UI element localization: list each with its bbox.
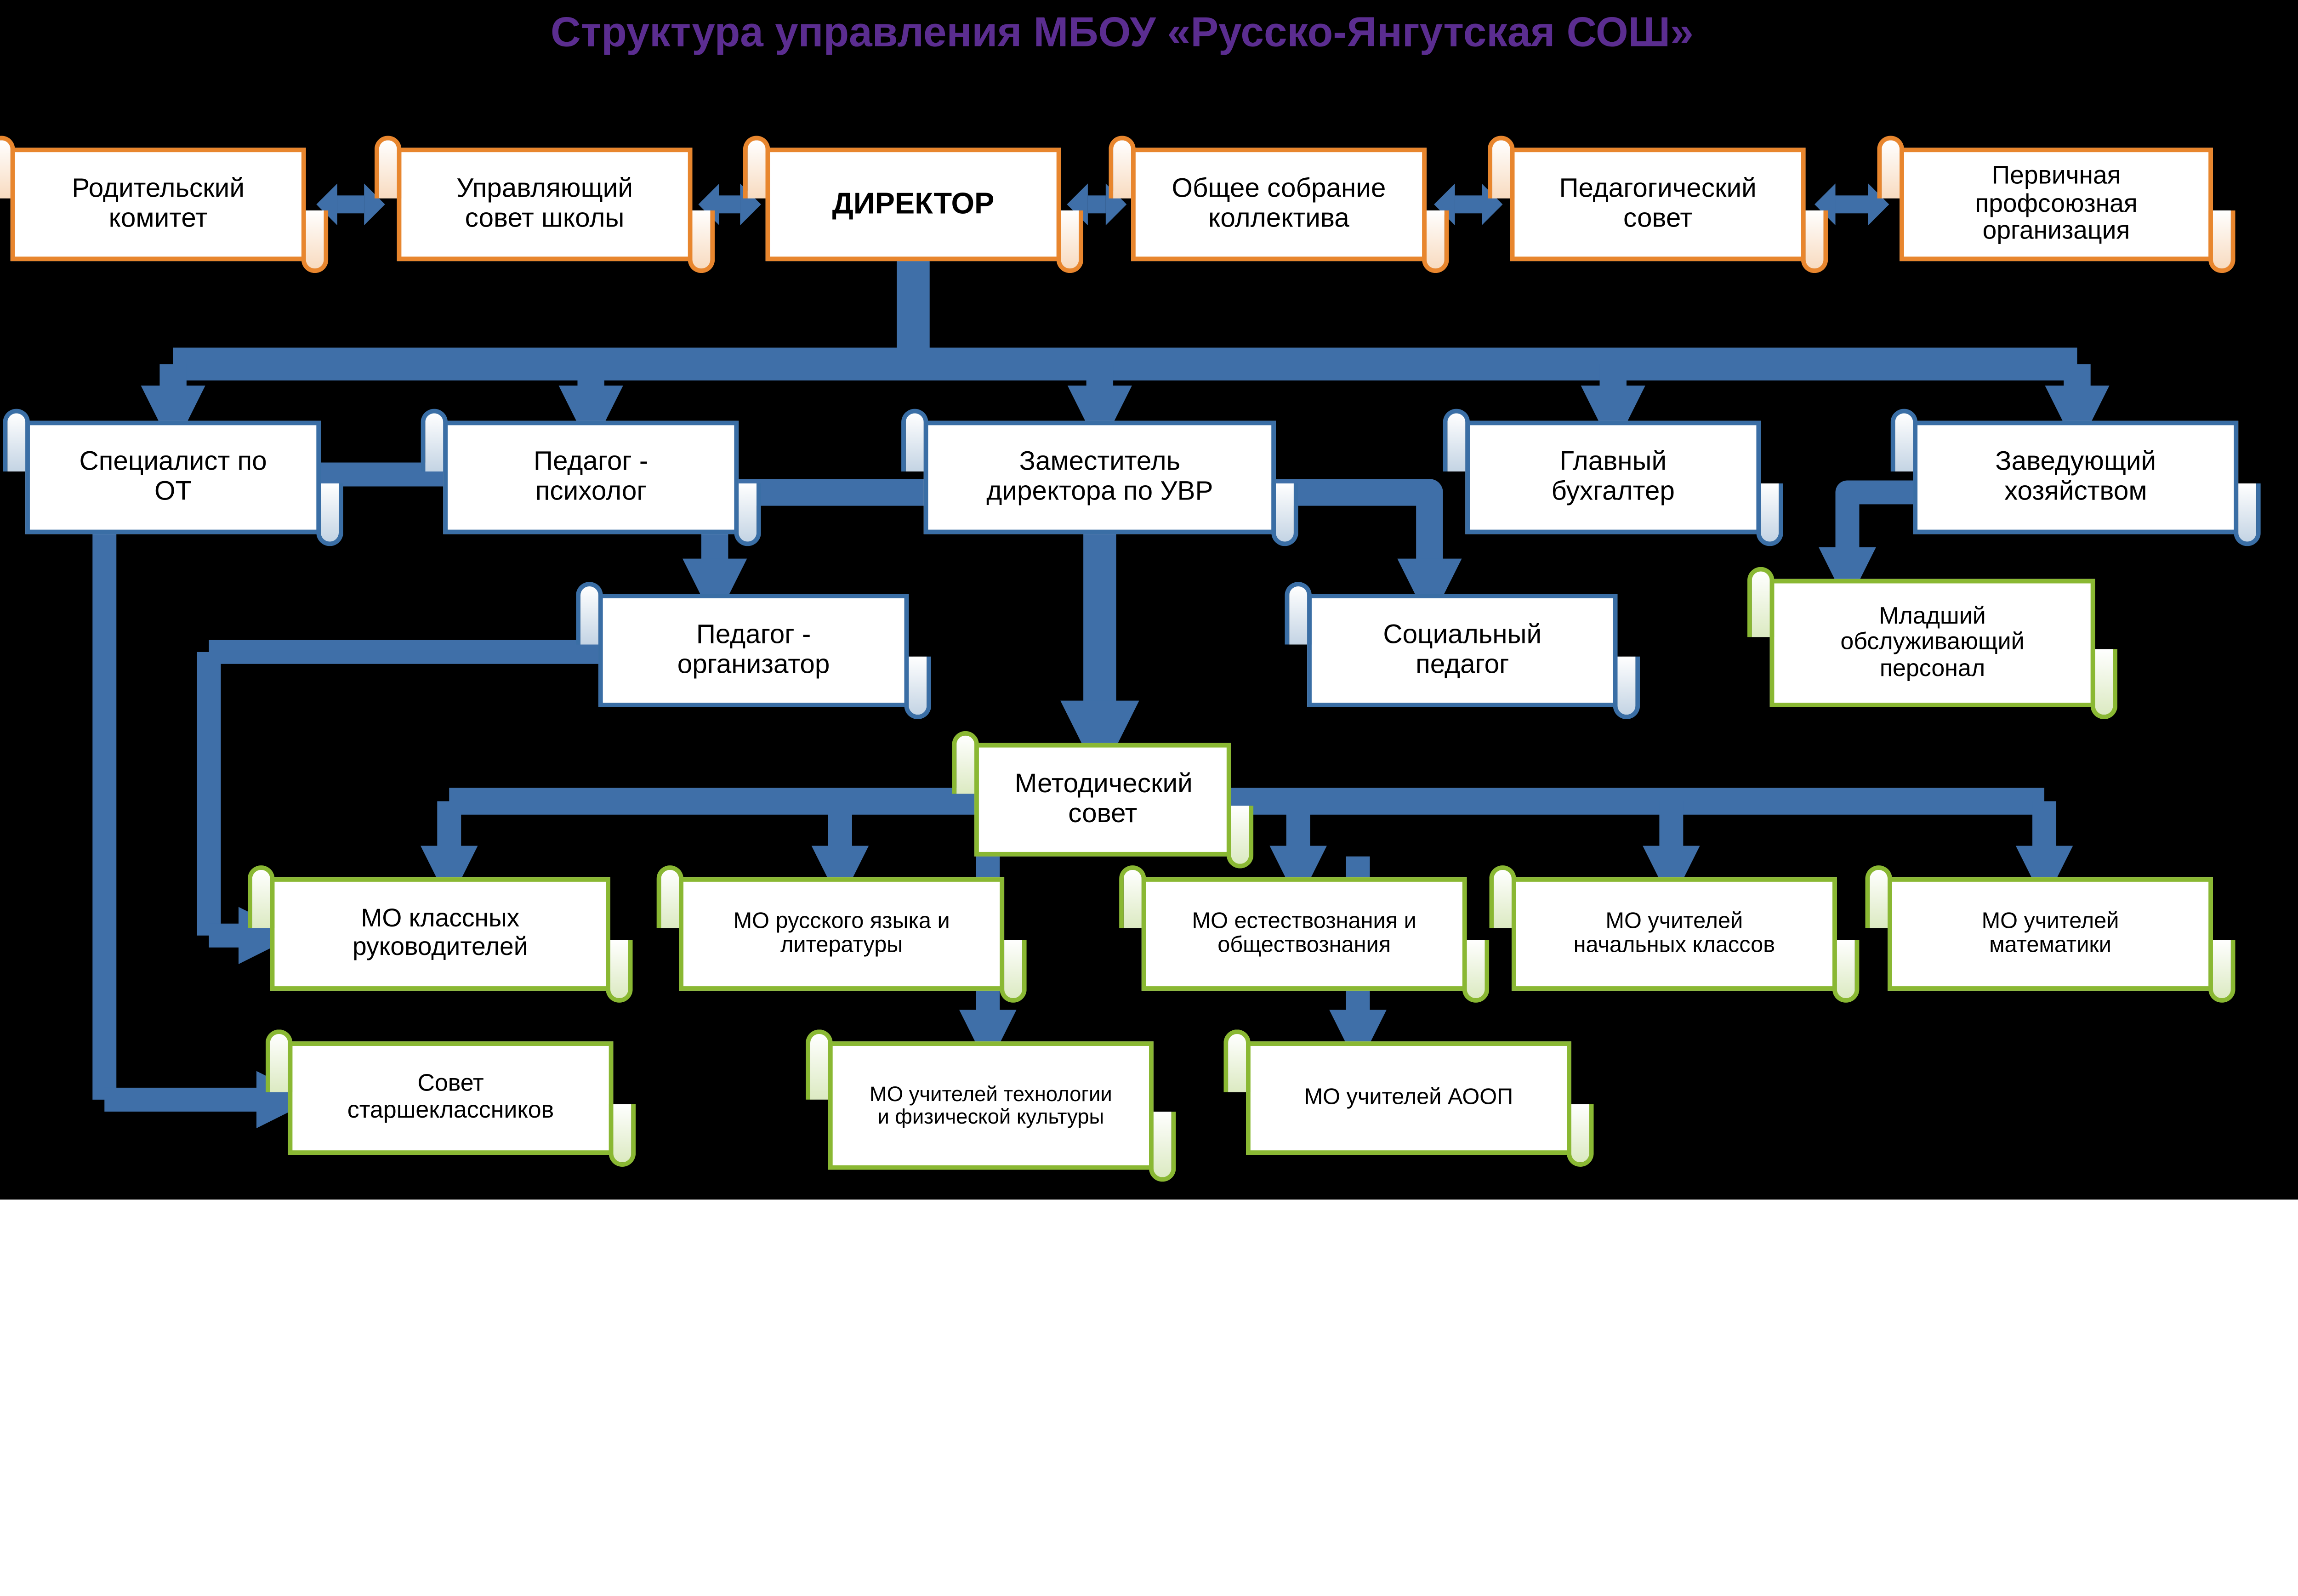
scroll-curl	[1422, 210, 1449, 273]
scroll-curl	[1877, 136, 1904, 198]
node-label: Младший обслуживающий персонал	[1810, 604, 2054, 682]
node-label: МО классных руководителей	[310, 906, 570, 962]
node-label: Родительский комитет	[51, 175, 266, 234]
org-chart-canvas: Структура управления МБОУ «Русско-Янгутс…	[0, 0, 2298, 1199]
scroll-curl	[606, 940, 632, 1002]
scroll-curl	[743, 136, 770, 198]
node-method_council: Методический совет	[974, 743, 1231, 857]
scroll-curl	[1285, 582, 1311, 644]
scroll-curl	[657, 865, 683, 928]
scroll-curl	[1747, 567, 1774, 637]
scroll-curl	[1223, 1029, 1250, 1092]
node-deputy_uvr: Заместитель директора по УВР	[924, 421, 1276, 534]
scroll-curl	[1865, 865, 1892, 928]
scroll-curl	[248, 865, 274, 928]
node-label: Педагогический совет	[1550, 175, 1765, 234]
scroll-curl	[904, 657, 931, 719]
node-mo_primary: МО учителей начальных классов	[1512, 877, 1837, 991]
node-label: Методический совет	[1015, 770, 1191, 829]
node-chief_accountant: Главный бухгалтер	[1465, 421, 1761, 534]
scroll-curl	[952, 731, 978, 794]
node-label: Специалист по ОТ	[66, 448, 281, 507]
node-mo_math: МО учителей математики	[1888, 877, 2213, 991]
scroll-curl	[266, 1029, 292, 1092]
node-trade_union: Первичная профсоюзная организация	[1900, 148, 2213, 261]
scroll-curl	[1613, 657, 1640, 719]
scroll-curl	[1801, 210, 1828, 273]
node-director: ДИРЕКТОР	[766, 148, 1061, 261]
node-mo_class_leaders: МО классных руководителей	[270, 877, 610, 991]
node-psychologist: Педагог - психолог	[443, 421, 739, 534]
scroll-curl	[1057, 210, 1083, 273]
scroll-curl	[1271, 483, 1298, 546]
node-label: МО учителей технологии и физической куль…	[869, 1083, 1113, 1129]
scroll-curl	[375, 136, 401, 198]
scroll-curl	[316, 483, 343, 546]
scroll-curl	[1488, 136, 1514, 198]
scroll-curl	[609, 1104, 636, 1167]
node-label: Социальный педагог	[1348, 621, 1577, 680]
node-label: Педагог - организатор	[639, 621, 869, 680]
scroll-curl	[1891, 409, 1917, 471]
scroll-curl	[2208, 940, 2235, 1002]
scroll-curl	[1832, 940, 1859, 1002]
node-label: Совет старшеклассников	[328, 1072, 573, 1124]
scroll-curl	[1489, 865, 1516, 928]
scroll-curl	[1227, 806, 1253, 868]
node-label: МО естествознания и обществознания	[1182, 909, 1426, 959]
node-senior_council: Совет старшеклассников	[288, 1041, 614, 1155]
scroll-curl	[1109, 136, 1135, 198]
node-mo_russian: МО русского языка и литературы	[679, 877, 1004, 991]
node-label: Управляющий совет школы	[437, 175, 652, 234]
scroll-curl	[901, 409, 928, 471]
scroll-curl	[1119, 865, 1146, 928]
node-label: МО русского языка и литературы	[719, 909, 964, 959]
node-general_meeting: Общее собрание коллектива	[1131, 148, 1427, 261]
node-governing_council: Управляющий совет школы	[397, 148, 693, 261]
scroll-curl	[3, 409, 29, 471]
node-ot_specialist: Специалист по ОТ	[25, 421, 321, 534]
scroll-curl	[421, 409, 448, 471]
node-label: ДИРЕКТОР	[806, 188, 1021, 221]
scroll-curl	[806, 1029, 832, 1100]
node-mo_tech_pe: МО учителей технологии и физической куль…	[828, 1041, 1154, 1170]
scroll-curl	[1567, 1104, 1593, 1167]
node-social_ped: Социальный педагог	[1307, 594, 1617, 707]
scroll-curl	[2091, 649, 2117, 719]
node-label: МО учителей математики	[1928, 909, 2173, 959]
node-label: Заместитель директора по УВР	[964, 448, 1235, 507]
node-label: Общее собрание коллектива	[1172, 175, 1387, 234]
scroll-curl	[0, 136, 15, 198]
scroll-curl	[576, 582, 603, 644]
scroll-curl	[2234, 483, 2260, 546]
scroll-curl	[1000, 940, 1026, 1002]
node-parent_committee: Родительский комитет	[11, 148, 306, 261]
node-mo_aoop: МО учителей АООП	[1246, 1041, 1571, 1155]
scroll-curl	[688, 210, 715, 273]
scroll-curl	[1462, 940, 1489, 1002]
node-label: МО учителей начальных классов	[1552, 909, 1797, 959]
node-junior_staff: Младший обслуживающий персонал	[1770, 579, 2095, 707]
scroll-curl	[301, 210, 328, 273]
node-label: Главный бухгалтер	[1506, 448, 1721, 507]
node-label: Первичная профсоюзная организация	[1940, 163, 2173, 246]
scroll-curl	[1443, 409, 1470, 471]
node-label: Педагог - психолог	[483, 448, 699, 507]
scroll-curl	[734, 483, 761, 546]
node-ped_organizer: Педагог - организатор	[598, 594, 909, 707]
node-facility_manager: Заведующий хозяйством	[1913, 421, 2238, 534]
scroll-curl	[2208, 210, 2235, 273]
node-label: МО учителей АООП	[1286, 1086, 1531, 1111]
node-ped_council: Педагогический совет	[1510, 148, 1806, 261]
node-mo_natural_social: МО естествознания и обществознания	[1142, 877, 1467, 991]
node-label: Заведующий хозяйством	[1953, 448, 2198, 507]
scroll-curl	[1756, 483, 1783, 546]
scroll-curl	[1149, 1112, 1176, 1182]
